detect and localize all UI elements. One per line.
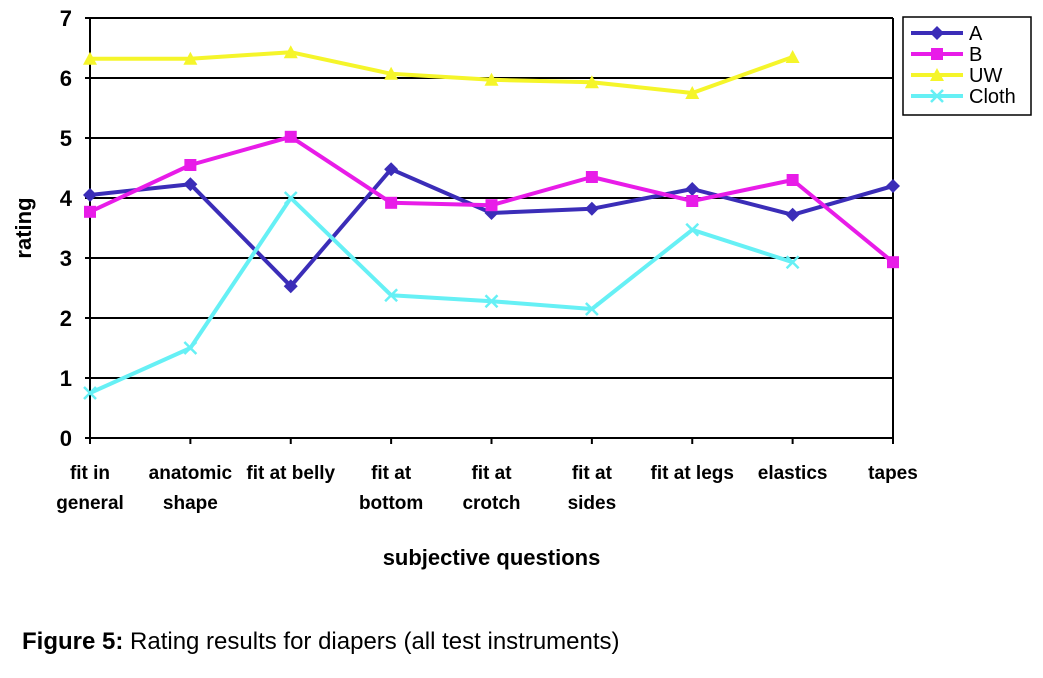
data-point-a	[584, 201, 599, 216]
x-tick-label: elastics	[758, 463, 828, 484]
x-tick-label: fit at legs	[651, 463, 734, 484]
legend-marker-cloth	[930, 89, 944, 103]
x-tick-label: fit at sides	[568, 463, 617, 514]
figure-caption: Figure 5: Rating results for diapers (al…	[22, 628, 620, 656]
data-point-uw	[183, 51, 198, 65]
legend-label-b: B	[969, 44, 982, 66]
figure-caption-label: Figure 5:	[22, 628, 124, 655]
y-tick-label: 0	[60, 426, 72, 451]
x-tick-label: anatomic shape	[149, 463, 233, 514]
y-tick-label: 4	[60, 186, 73, 211]
data-point-b	[686, 195, 699, 207]
line-chart: 0 1 2 3 4 5 6 7 fit in general anatomic shape fit at…	[11, 6, 1032, 570]
legend-marker-a	[930, 26, 944, 40]
data-point-b	[786, 174, 799, 186]
legend-marker-uw	[930, 68, 944, 81]
x-tick-label: fit at bottom	[359, 463, 423, 514]
legend-label-a: A	[969, 23, 983, 45]
data-point-cloth	[584, 302, 599, 316]
data-point-cloth	[484, 294, 499, 309]
data-point-b	[84, 205, 96, 218]
data-point-cloth	[183, 341, 198, 355]
series-line-a	[89, 167, 894, 289]
figure-caption-text: Rating results for diapers (all test ins…	[123, 628, 620, 655]
data-point-cloth	[785, 255, 800, 270]
data-point-cloth	[685, 222, 700, 237]
series-line-cloth	[89, 196, 794, 395]
y-tick-label: 7	[60, 6, 72, 31]
data-point-b	[585, 171, 598, 183]
data-point-a	[785, 207, 800, 222]
x-tick-label: fit at belly	[246, 463, 335, 484]
data-point-cloth	[384, 288, 399, 303]
data-point-uw	[83, 51, 97, 65]
data-point-b	[385, 196, 398, 209]
y-axis-title: rating	[11, 197, 36, 258]
data-point-uw	[384, 66, 399, 80]
data-point-uw	[685, 86, 700, 99]
data-point-cloth	[283, 191, 298, 205]
data-point-b	[284, 130, 297, 143]
data-point-b	[184, 159, 197, 171]
data-point-a	[685, 182, 700, 196]
x-axis-title: subjective questions	[383, 545, 601, 570]
data-point-b	[887, 256, 899, 269]
data-point-a	[183, 177, 198, 192]
series-line-uw	[90, 50, 794, 95]
y-tick-label: 1	[60, 366, 72, 391]
x-tick-label: fit at crotch	[462, 463, 520, 514]
legend-label-cloth: Cloth	[969, 86, 1016, 108]
y-tick-label: 5	[60, 126, 72, 151]
y-tick-label: 6	[60, 66, 72, 91]
data-point-a	[283, 279, 298, 294]
y-tick-label: 3	[60, 246, 72, 271]
data-point-uw	[584, 75, 599, 89]
data-point-a	[886, 179, 900, 193]
x-tick-label: tapes	[868, 463, 918, 484]
data-point-uw	[283, 45, 298, 59]
data-point-a	[384, 162, 399, 177]
data-point-uw	[785, 50, 800, 63]
legend-label-uw: UW	[969, 65, 1002, 87]
data-point-uw	[484, 72, 499, 86]
x-tick-label: fit in general	[56, 463, 124, 514]
y-tick-label: 2	[60, 306, 72, 331]
data-point-a	[83, 188, 97, 202]
data-point-b	[485, 199, 498, 212]
data-point-cloth	[83, 386, 97, 400]
legend-marker-b	[931, 48, 943, 60]
